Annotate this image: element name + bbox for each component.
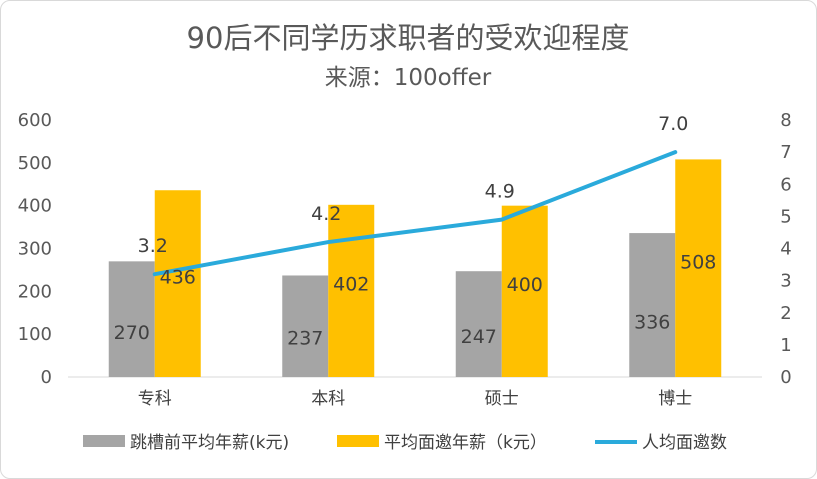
left-tick-label: 0	[41, 367, 52, 388]
legend-swatch	[83, 435, 125, 447]
category-label: 硕士	[485, 389, 519, 409]
right-tick-label: 1	[780, 335, 791, 356]
right-tick-label: 5	[780, 206, 791, 227]
category-label: 博士	[658, 389, 692, 409]
right-tick-label: 8	[780, 110, 791, 131]
bar	[328, 204, 375, 377]
bar-data-label: 436	[160, 266, 196, 288]
line-data-label: 3.2	[138, 235, 168, 257]
line-series-group: 3.2 4.2 4.9 7.0	[138, 113, 688, 277]
bar	[154, 190, 201, 377]
right-tick-label: 7	[780, 142, 791, 163]
right-axis: 0 1 2 3 4 5 6 7 8	[780, 110, 791, 388]
right-tick-label: 3	[780, 271, 791, 292]
legend: 跳槽前平均年薪(k元) 平均面邀年薪（k元） 人均面邀数	[83, 433, 727, 453]
bar-data-label: 336	[634, 311, 670, 333]
right-tick-label: 2	[780, 303, 791, 324]
bar	[501, 205, 548, 377]
bar-label-group: 270 237 247 336 436 402 400 508	[114, 252, 717, 350]
line-data-label: 4.9	[485, 181, 515, 203]
bar-data-label: 247	[461, 326, 497, 348]
bar-data-label: 270	[114, 322, 150, 344]
left-tick-label: 200	[18, 281, 52, 302]
right-tick-label: 6	[780, 174, 791, 195]
left-tick-label: 500	[18, 153, 52, 174]
left-tick-label: 400	[18, 196, 52, 217]
bar-series-group	[108, 159, 722, 377]
bar-data-label: 402	[333, 273, 369, 295]
legend-swatch	[337, 435, 379, 447]
bar	[455, 271, 502, 377]
category-label: 本科	[311, 389, 345, 409]
bar-data-label: 400	[507, 274, 543, 296]
bar-data-label: 508	[680, 252, 716, 274]
line-data-label: 7.0	[658, 113, 688, 135]
bar-data-label: 237	[287, 327, 323, 349]
line-data-label: 4.2	[311, 203, 341, 225]
bar	[675, 159, 722, 377]
bar	[108, 261, 155, 377]
left-tick-label: 100	[18, 324, 52, 345]
category-label: 专科	[138, 389, 172, 409]
left-tick-label: 600	[18, 110, 52, 131]
chart-title: 90后不同学历求职者的受欢迎程度	[187, 21, 630, 55]
left-axis: 0 100 200 300 400 500 600	[18, 110, 52, 388]
legend-label: 跳槽前平均年薪(k元)	[130, 433, 289, 453]
left-tick-label: 300	[18, 239, 52, 260]
legend-label: 人均面邀数	[642, 433, 727, 453]
right-tick-label: 4	[780, 239, 791, 260]
line-series-path	[152, 150, 678, 277]
category-axis: 专科 本科 硕士 博士	[138, 389, 693, 409]
chart-subtitle: 来源：100offer	[325, 65, 492, 91]
legend-label: 平均面邀年薪（k元）	[384, 433, 547, 453]
bar	[629, 233, 676, 377]
right-tick-label: 0	[780, 367, 791, 388]
bar	[282, 275, 329, 377]
